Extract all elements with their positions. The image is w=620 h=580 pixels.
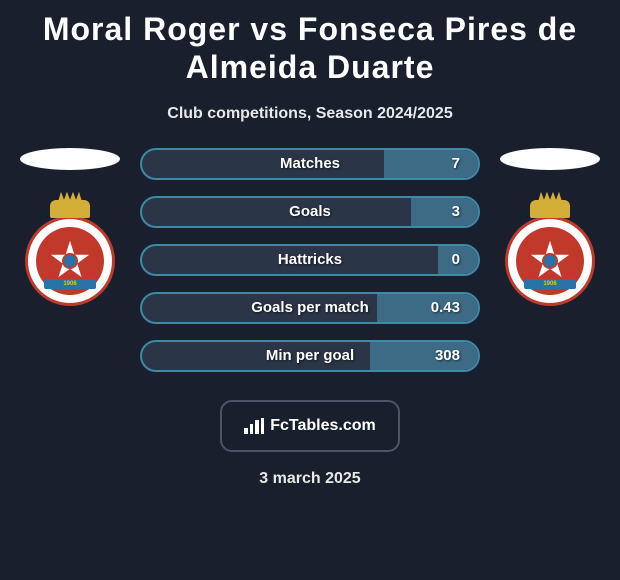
stat-value: 0 [452, 251, 460, 268]
stat-label: Goals per match [251, 299, 369, 316]
stat-label: Hattricks [278, 251, 342, 268]
shield-icon: 1906 [505, 216, 595, 306]
player-right-avatar-placeholder [500, 148, 600, 170]
star-center-icon [542, 253, 558, 269]
stat-progress [377, 294, 478, 322]
shield-inner: 1906 [516, 227, 584, 295]
brand-box[interactable]: FcTables.com [220, 400, 400, 452]
stat-label: Matches [280, 155, 340, 172]
stat-bar-min-per-goal: Min per goal 308 [140, 340, 480, 372]
stat-bar-hattricks: Hattricks 0 [140, 244, 480, 276]
star-center-icon [62, 253, 78, 269]
stat-value: 308 [435, 347, 460, 364]
stat-label: Min per goal [266, 347, 354, 364]
stat-value: 3 [452, 203, 460, 220]
stat-progress [411, 198, 478, 226]
ribbon: 1906 [44, 279, 96, 289]
stat-bar-goals-per-match: Goals per match 0.43 [140, 292, 480, 324]
stat-bar-matches: Matches 7 [140, 148, 480, 180]
right-column: 1906 [500, 148, 600, 310]
brand-text: FcTables.com [270, 417, 376, 435]
crown-icon [530, 200, 570, 218]
stat-progress [370, 342, 478, 370]
ribbon: 1906 [524, 279, 576, 289]
stat-progress [384, 150, 478, 178]
shield-icon: 1906 [25, 216, 115, 306]
left-column: 1906 [20, 148, 120, 310]
comparison-area: 1906 Matches 7 Goals 3 Hattricks 0 [20, 148, 600, 372]
subtitle: Club competitions, Season 2024/2025 [167, 105, 452, 123]
bar-chart-icon [244, 418, 264, 434]
shield-inner: 1906 [36, 227, 104, 295]
page-title: Moral Roger vs Fonseca Pires de Almeida … [20, 10, 600, 87]
stat-bar-goals: Goals 3 [140, 196, 480, 228]
club-badge-right: 1906 [500, 200, 600, 310]
stat-label: Goals [289, 203, 331, 220]
crown-icon [50, 200, 90, 218]
date-label: 3 march 2025 [259, 470, 360, 488]
stat-value: 0.43 [431, 299, 460, 316]
stats-column: Matches 7 Goals 3 Hattricks 0 Goals per … [140, 148, 480, 372]
stat-value: 7 [452, 155, 460, 172]
club-badge-left: 1906 [20, 200, 120, 310]
player-left-avatar-placeholder [20, 148, 120, 170]
